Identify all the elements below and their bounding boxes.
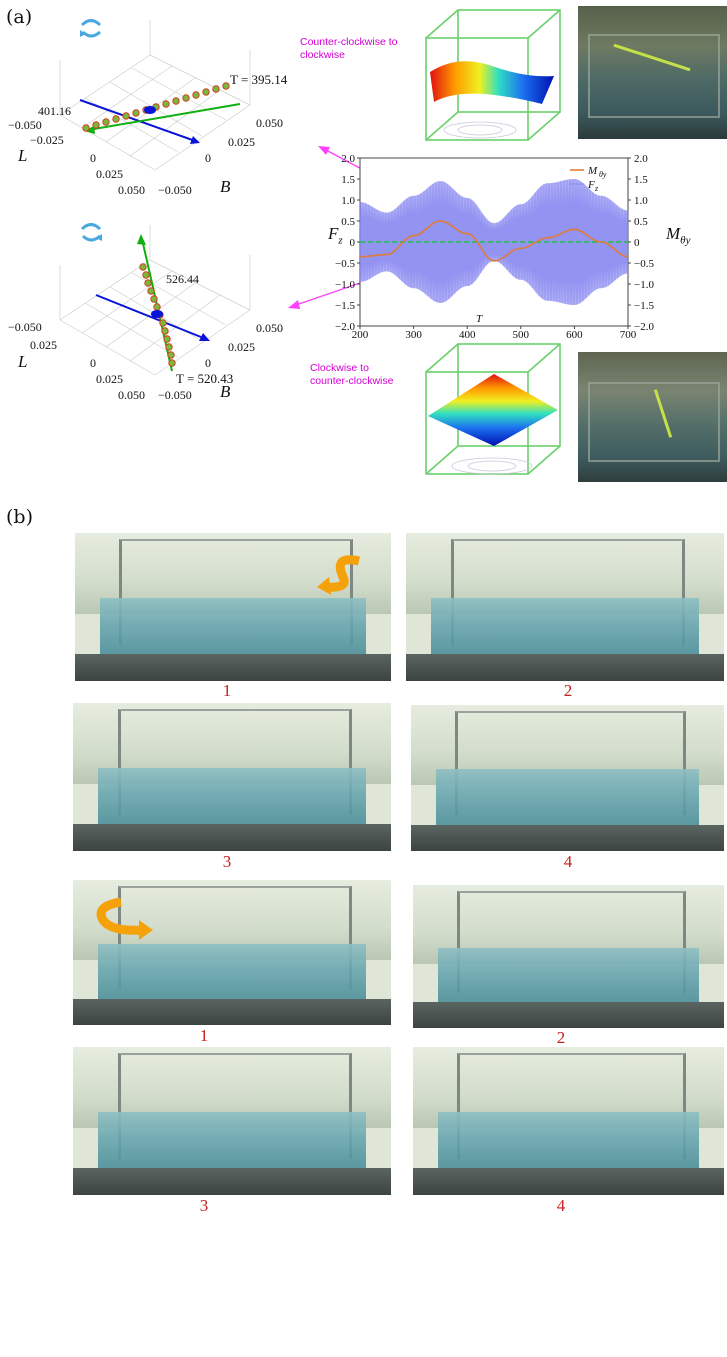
caption-4a: 4 xyxy=(563,852,573,871)
curved-arrow-icon xyxy=(96,898,153,940)
legend-label-mtheta-sub: θy xyxy=(599,170,607,179)
y-tick-label-right: 2.0 xyxy=(634,153,648,165)
tank-photo-1b xyxy=(73,880,391,1025)
ccw-to-cw-label-2: clockwise xyxy=(300,49,345,61)
y-right-label-main: M xyxy=(666,224,681,243)
caption-4b: 4 xyxy=(556,1196,566,1215)
tank-photo-2b xyxy=(413,885,724,1028)
series-mtheta-line xyxy=(359,220,629,262)
y-tick-label-right: 0.5 xyxy=(634,216,648,228)
top-axis-l-label: L xyxy=(18,146,28,165)
caption-2b: 2 xyxy=(556,1028,566,1047)
y-tick-label-left: −1.0 xyxy=(335,279,355,291)
top-l-tick: 0 xyxy=(90,151,96,165)
tank-photo-3b xyxy=(73,1047,391,1195)
top-axis-b-label: B xyxy=(220,177,231,196)
force-moment-chart: 2.0 2.0 1.5 1.5 1.0 1.0 0.5 0.5 0 0 −0.5 −0.5 −1.0 −1… xyxy=(335,153,654,338)
top-b-tick: −0.050 xyxy=(158,183,192,197)
y-tick-label-left: 2.0 xyxy=(341,153,355,165)
bottom-t-end-label: T = 520.43 xyxy=(176,371,234,386)
chart-y-left-label: Fz xyxy=(328,224,343,246)
free-surface-cube-top xyxy=(425,9,561,141)
top-b-tick: 0.025 xyxy=(228,135,255,149)
y-tick-label-right: −1.5 xyxy=(634,300,654,312)
tank-photo-4a xyxy=(411,705,724,851)
x-tick-label: 400 xyxy=(459,329,476,338)
caption-2a: 2 xyxy=(563,681,573,700)
rotation-arrow-icon xyxy=(80,19,102,38)
x-tick-label: 500 xyxy=(513,329,530,338)
top-t-start-label: 401.16 xyxy=(38,104,71,118)
x-tick-label: 700 xyxy=(620,329,637,338)
y-tick-label-right: −2.0 xyxy=(634,321,654,333)
top-b-tick: 0 xyxy=(205,151,211,165)
legend-label-fz: F xyxy=(587,179,595,191)
bottom-axis-b-label: B xyxy=(220,382,231,401)
top-l-tick: −0.025 xyxy=(30,133,64,147)
y-tick-label-right: 1.0 xyxy=(634,195,648,207)
bottom-axis-l-label: L xyxy=(18,352,28,371)
legend-label-fz-sub: z xyxy=(594,184,599,193)
legend-label-mtheta: M xyxy=(587,165,598,177)
curved-arrow-icon xyxy=(317,555,361,595)
y-tick-label-left: −1.5 xyxy=(335,300,355,312)
y-tick-label-left: −0.5 xyxy=(335,258,355,270)
panel-b-label: (b) xyxy=(6,506,33,528)
x-tick-label: 300 xyxy=(405,329,422,338)
bottom-t-start-label: 526.44 xyxy=(166,272,199,286)
ccw-to-cw-label-1: Counter-clockwise to xyxy=(300,36,398,48)
cw-to-ccw-label-2: counter-clockwise xyxy=(310,375,394,387)
bottom-l-tick: 0.025 xyxy=(96,372,123,386)
caption-1b: 1 xyxy=(199,1026,209,1045)
bottom-l-tick: 0.025 xyxy=(30,338,57,352)
bottom-l-tick: 0.050 xyxy=(118,388,145,402)
panel-a-label: (a) xyxy=(6,6,33,28)
y-tick-label-left: 1.0 xyxy=(341,195,355,207)
caption-1a: 1 xyxy=(222,681,232,700)
y-tick-label-left: 0.5 xyxy=(341,216,355,228)
y-tick-label-right: −0.5 xyxy=(634,258,654,270)
y-tick-label-left: 0 xyxy=(350,237,356,249)
bottom-b-tick: 0 xyxy=(205,356,211,370)
trajectory-plot-bottom xyxy=(59,225,251,376)
x-tick-label: 600 xyxy=(566,329,583,338)
video-frame-bottom xyxy=(578,352,727,482)
caption-3b: 3 xyxy=(199,1196,209,1215)
bottom-l-tick: −0.050 xyxy=(8,320,42,334)
y-tick-label-right: 1.5 xyxy=(634,174,648,186)
y-tick-label-right: −1.0 xyxy=(634,279,654,291)
top-l-tick: 0.050 xyxy=(118,183,145,197)
bottom-l-tick: 0 xyxy=(90,356,96,370)
y-tick-label-right: 0 xyxy=(634,237,640,249)
tank-photo-3a xyxy=(73,703,391,851)
top-l-tick: −0.050 xyxy=(8,118,42,132)
chart-y-right-label: Mθy xyxy=(666,224,690,246)
tank-photo-2a xyxy=(406,533,724,681)
bottom-b-tick: 0.025 xyxy=(228,340,255,354)
tank-photo-1a xyxy=(75,533,391,681)
video-frame-top xyxy=(578,6,727,139)
top-l-tick: 0.025 xyxy=(96,167,123,181)
y-right-label-sub: θy xyxy=(680,234,691,247)
trajectory-plot-top xyxy=(59,20,251,171)
y-left-label-sub: z xyxy=(338,234,343,247)
y-tick-label-left: −2.0 xyxy=(335,321,355,333)
caption-3a: 3 xyxy=(222,852,232,871)
y-left-label-main: F xyxy=(328,224,339,243)
bottom-b-tick: 0.050 xyxy=(256,321,283,335)
cw-to-ccw-label-1: Clockwise to xyxy=(310,362,369,374)
rotation-arrow-icon xyxy=(80,223,102,242)
bottom-b-tick: −0.050 xyxy=(158,388,192,402)
x-axis-label: T xyxy=(476,313,483,325)
series-fz-line xyxy=(359,178,629,306)
top-t-end-label: T = 395.14 xyxy=(230,72,288,87)
tank-photo-4b xyxy=(413,1047,724,1195)
x-tick-label: 200 xyxy=(352,329,369,338)
top-b-tick: 0.050 xyxy=(256,116,283,130)
y-tick-label-left: 1.5 xyxy=(341,174,355,186)
free-surface-cube-bottom xyxy=(425,343,561,475)
